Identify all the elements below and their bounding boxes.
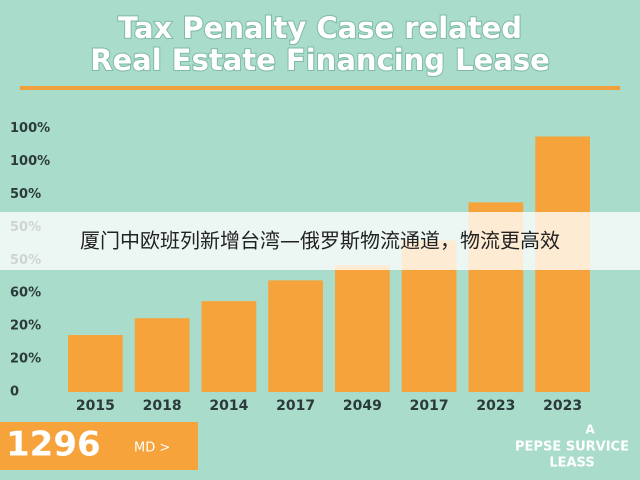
brand-text: A — [585, 423, 595, 437]
x-tick-label: 2023 — [476, 398, 515, 414]
bar — [134, 318, 190, 392]
title-rule — [20, 86, 620, 90]
y-tick-label: 50% — [10, 187, 41, 202]
x-tick-label: 2014 — [209, 398, 248, 414]
chart-title: Real Estate Financing Lease — [90, 43, 550, 77]
x-tick-label: 2017 — [410, 398, 449, 414]
stat-box — [0, 422, 198, 470]
bar — [68, 335, 123, 392]
chart-title: Tax Penalty Case related — [118, 11, 522, 45]
stat-value: 1296 — [6, 425, 101, 465]
y-tick-label: 0 — [10, 385, 19, 400]
brand-text: PEPSE SURVICE — [515, 440, 629, 455]
y-tick-label: 100% — [10, 154, 50, 169]
x-tick-label: 2023 — [543, 398, 582, 414]
caption-banner — [0, 212, 640, 270]
y-tick-label: 20% — [10, 319, 41, 334]
y-tick-label: 60% — [10, 286, 41, 301]
x-tick-label: 2049 — [343, 398, 382, 414]
x-tick-label: 2017 — [276, 398, 315, 414]
stat-unit: MD > — [134, 441, 170, 456]
y-tick-label: 100% — [10, 121, 50, 136]
bar — [201, 301, 257, 392]
x-tick-label: 2015 — [76, 398, 115, 414]
bar — [268, 280, 323, 392]
y-tick-label: 20% — [10, 352, 41, 367]
caption-text: 厦门中欧班列新增台湾—俄罗斯物流通道，物流更高效 — [80, 229, 560, 253]
bar — [335, 265, 390, 392]
x-tick-label: 2018 — [143, 398, 182, 414]
brand-text: LEASS — [549, 456, 594, 471]
